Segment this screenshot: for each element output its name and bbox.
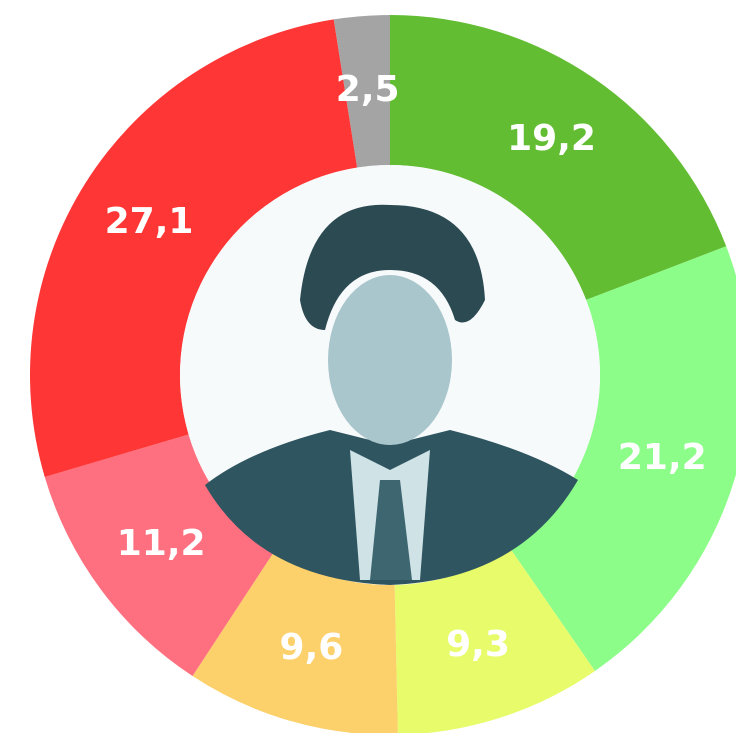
portrait-face (328, 275, 452, 445)
portrait (180, 165, 600, 585)
value-label: 21,2 (618, 437, 707, 478)
value-label: 9,3 (446, 624, 510, 665)
value-label: 2,5 (336, 69, 400, 110)
chart: 19,2 21,2 9,3 9,6 11,2 27,1 2,5 (0, 0, 736, 733)
page: 19,221,29,39,611,227,12,5 (() => { const… (0, 0, 736, 733)
value-label: 27,1 (105, 201, 194, 242)
value-label: 19,2 (507, 118, 596, 159)
value-label: 9,6 (280, 627, 344, 668)
value-label: 11,2 (117, 523, 206, 564)
